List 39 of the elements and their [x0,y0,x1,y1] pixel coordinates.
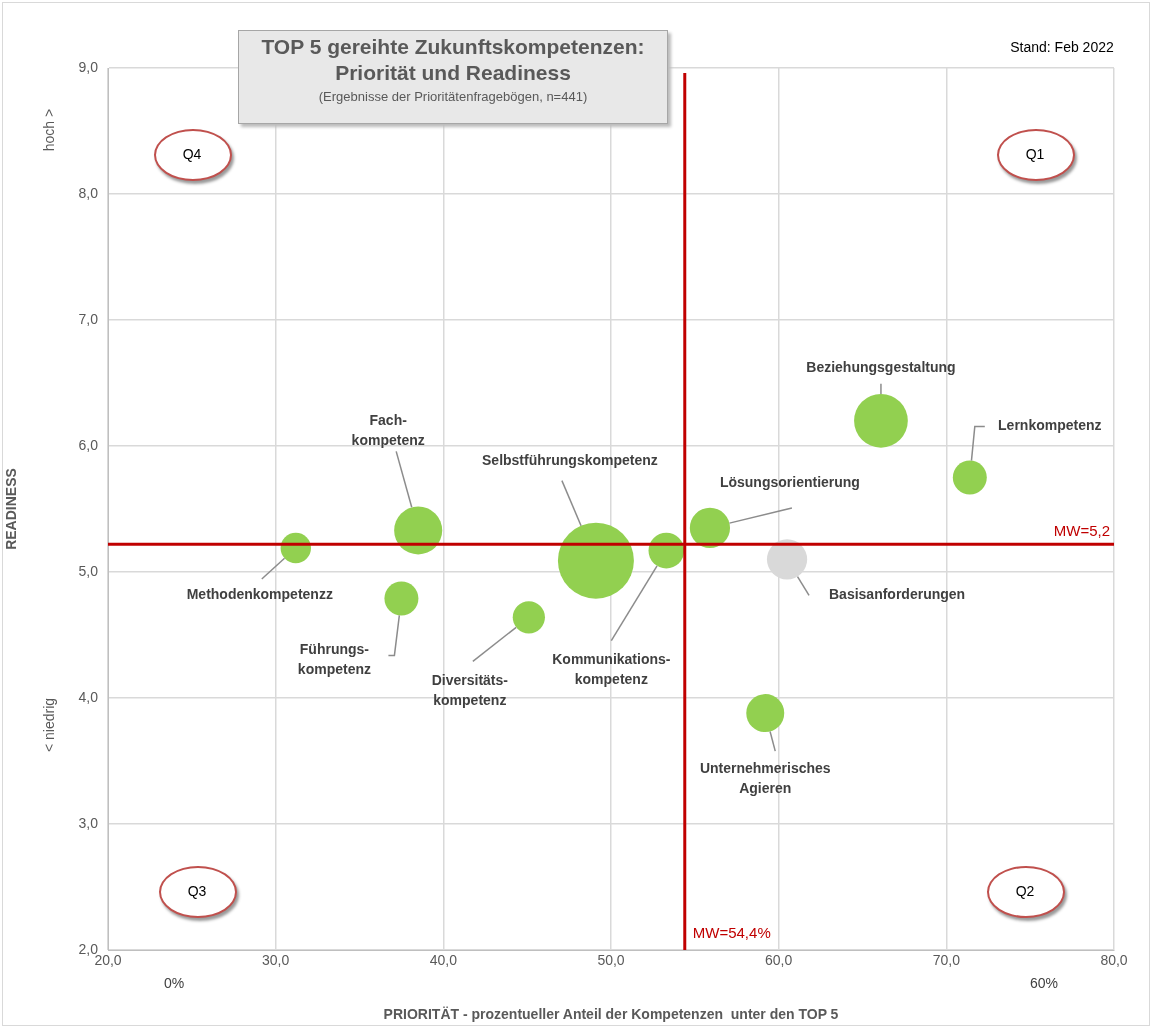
x-tick-label: 60,0 [765,952,793,969]
text: Lernkompetenz [998,417,1102,434]
y-axis-title: READINESS [3,468,20,550]
x-tick-label: 70,0 [932,952,961,969]
text: Basisanforderungen [828,586,966,603]
series-label: Beziehungsgestaltung [806,358,956,375]
annotation: Q4 [182,146,202,162]
annotation: Q3 [187,883,207,899]
text: 60% [1029,975,1059,991]
y-tick-label: 9,0 [78,58,99,75]
text: 0% [163,975,185,991]
chart-title: TOP 5 gereihte Zukunftskompetenzen: Priorität und Readiness [260,34,646,86]
x-tick-label: 50,0 [597,952,625,969]
y-tick-label: 3,0 [78,814,99,831]
x-tick-label: 80,0 [1100,952,1128,969]
y-tick-label: 7,0 [78,310,99,327]
ref-line-label: MW=54,4% [692,924,771,941]
text: Diversitäts- kompetenz [431,672,509,709]
text: (Ergebnisse der Prioritätenfragebögen, n=441) [317,89,589,104]
ref-line-label: MW=5,2 [1053,522,1110,540]
x-axis-title: PRIORITÄT - prozentueller Anteil der Kompetenzen unter den TOP 5 [383,1006,839,1023]
y-tick-label: 6,0 [78,436,99,453]
text: Fach- kompetenz [351,412,425,449]
text: Stand: Feb 2022 [1010,39,1114,55]
text: Führungs- kompetenz [297,641,371,678]
text: hoch > [41,108,57,152]
series-label: Lösungsorientierung [719,473,860,490]
x-tick-label: 40,0 [429,952,458,969]
annotation: Q1 [1025,146,1045,162]
x-tick-label: 30,0 [262,952,290,969]
text: Selbstführungskompetenz [482,451,658,468]
text: Unternehmerisches Agieren [699,759,831,796]
text: < niedrig [41,697,57,753]
y-tick-label: 8,0 [78,184,99,201]
text: Kommunikations- kompetenz [552,651,671,688]
y-tick-label: 4,0 [78,688,99,705]
annotation: Q2 [1015,883,1035,899]
y-tick-label: 5,0 [78,562,99,579]
text: Methodenkompetenzz [186,585,333,602]
